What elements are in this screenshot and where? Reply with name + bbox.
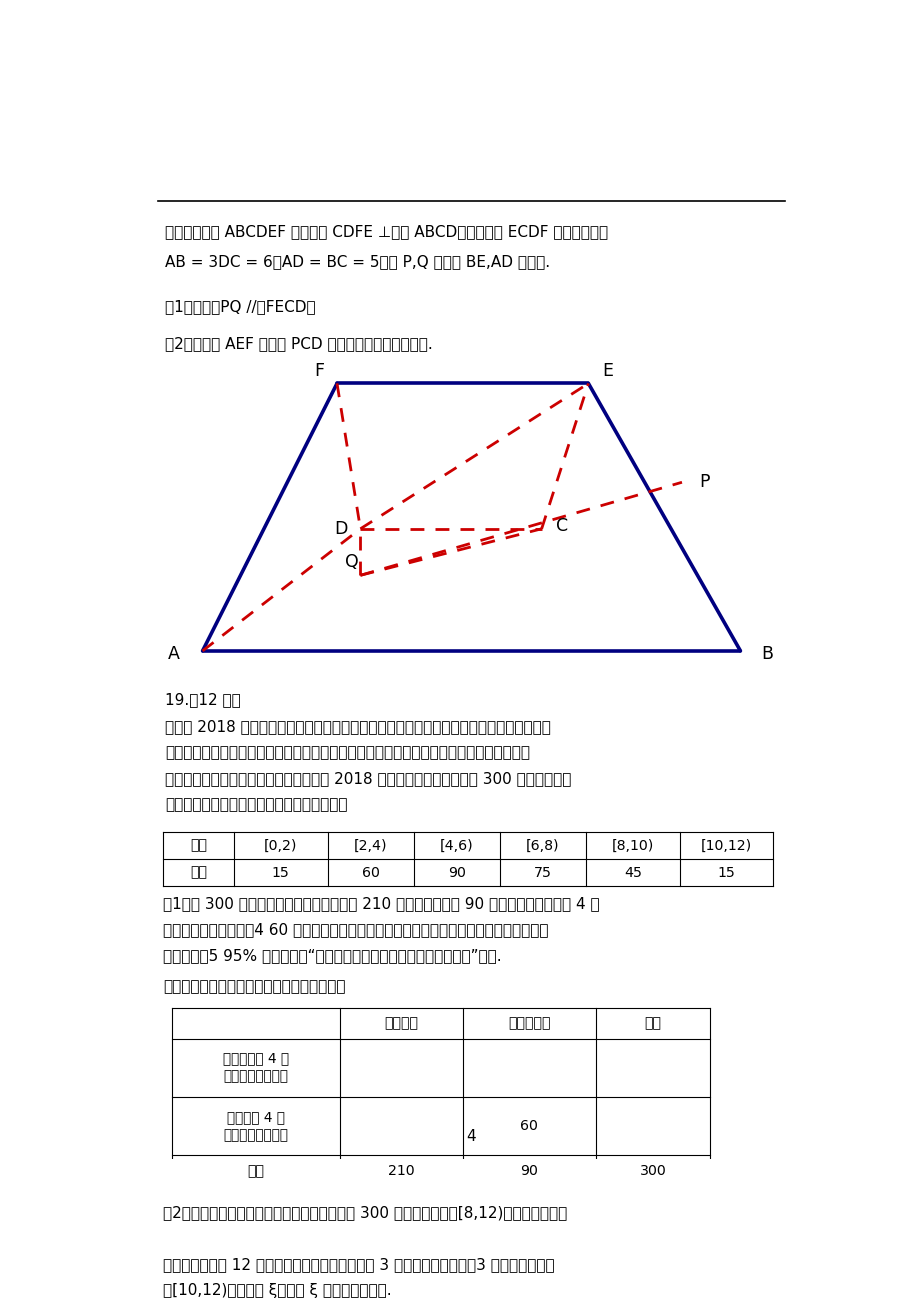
Text: 的人员里非流动人员有4 60 人，请完成办理社保手续所需时间与是否流动人员的列联表，并: 的人员里非流动人员有4 60 人，请完成办理社保手续所需时间与是否流动人员的列联… xyxy=(164,922,549,937)
Text: 办理社保手续所需: 办理社保手续所需 xyxy=(223,1128,289,1142)
Text: 45: 45 xyxy=(623,866,641,880)
Text: D: D xyxy=(334,519,346,538)
Text: 分层抽样，抜取 12 名流动人员召开座谈会，其中 3 人要求交书面材料，3 人中办理的时间: 分层抽样，抜取 12 名流动人员召开座谈会，其中 3 人要求交书面材料，3 人中… xyxy=(164,1258,554,1272)
Text: [2,4): [2,4) xyxy=(354,838,387,853)
Text: [0,2): [0,2) xyxy=(264,838,297,853)
Text: 时间不超过 4 天: 时间不超过 4 天 xyxy=(222,1052,289,1065)
Text: 人数: 人数 xyxy=(190,866,207,880)
Text: （2）为了改进工作作风，提高效率，从抜取的 300 人中办理时间为[8,12)流动人员中利用: （2）为了改进工作作风，提高效率，从抜取的 300 人中办理时间为[8,12)流… xyxy=(164,1204,567,1220)
Text: 流动人员: 流动人员 xyxy=(384,1017,418,1031)
Text: AB = 3DC = 6，AD = BC = 5，点 P,Q 分别是 BE,AD 的中点.: AB = 3DC = 6，AD = BC = 5，点 P,Q 分别是 BE,AD… xyxy=(165,254,550,270)
Text: 19.（12 分）: 19.（12 分） xyxy=(165,693,241,707)
Text: 理手续所需时间（天）与人数的频数分布表：: 理手续所需时间（天）与人数的频数分布表： xyxy=(165,797,347,812)
Text: [8,10): [8,10) xyxy=(611,838,653,853)
Text: 办理社保手续所需: 办理社保手续所需 xyxy=(223,1070,289,1083)
Text: 75: 75 xyxy=(533,866,551,880)
Text: 300: 300 xyxy=(640,1164,666,1178)
Text: 时间: 时间 xyxy=(190,838,207,853)
Text: 时间超过 4 天: 时间超过 4 天 xyxy=(227,1109,285,1124)
Text: 总计: 总计 xyxy=(644,1017,661,1031)
Text: [4,6): [4,6) xyxy=(439,838,473,853)
Text: （1）若 300 名办理社保的人员中流动人员 210 人，非流动人员 90 人，若办理时间超过 4 天: （1）若 300 名办理社保的人员中流动人员 210 人，非流动人员 90 人，… xyxy=(164,896,599,911)
Text: 续往往比较繁琐，费时费力，成为群众反映突出的一大难点痛点。社保改革后将简化手续，: 续往往比较繁琐，费时费力，成为群众反映突出的一大难点痛点。社保改革后将简化手续， xyxy=(165,745,529,760)
Text: B: B xyxy=(761,644,773,663)
Text: 15: 15 xyxy=(717,866,734,880)
Text: （1）求证：PQ //面FECD；: （1）求证：PQ //面FECD； xyxy=(165,299,315,315)
Text: 已知在多面体 ABCDEF 中，平面 CDFE ⊥平面 ABCD，且四边形 ECDF 为正方形，且: 已知在多面体 ABCDEF 中，平面 CDFE ⊥平面 ABCD，且四边形 EC… xyxy=(165,224,607,240)
Text: 深得流动就业人员的赞誉。某市社保局从 2018 年办理社保的人员中抜取 300 人，得到其办: 深得流动就业人员的赞誉。某市社保局从 2018 年办理社保的人员中抜取 300 … xyxy=(165,771,571,786)
Text: F: F xyxy=(314,362,323,380)
Text: P: P xyxy=(698,473,709,491)
Text: A: A xyxy=(168,644,180,663)
Text: 我国在 2018 年社保又出新的好消息，之前流动就业人员跨地区就业后，社保转移接续的手: 我国在 2018 年社保又出新的好消息，之前流动就业人员跨地区就业后，社保转移接… xyxy=(165,719,550,733)
Text: 90: 90 xyxy=(520,1164,538,1178)
Text: 4: 4 xyxy=(466,1129,476,1144)
Text: 60: 60 xyxy=(520,1118,538,1133)
Text: C: C xyxy=(555,517,567,535)
Text: 210: 210 xyxy=(388,1164,414,1178)
Text: （2）求平面 AEF 与平面 PCD 所成的锐二面角的余弦值.: （2）求平面 AEF 与平面 PCD 所成的锐二面角的余弦值. xyxy=(165,336,432,350)
Text: [6,8): [6,8) xyxy=(526,838,559,853)
Text: 为[10,12)的人数为 ξ，求出 ξ 分布列及期望值.: 为[10,12)的人数为 ξ，求出 ξ 分布列及期望值. xyxy=(164,1284,391,1298)
Text: 办理社保手续所需时间与是否流动人员列联表: 办理社保手续所需时间与是否流动人员列联表 xyxy=(164,979,346,995)
Text: [10,12): [10,12) xyxy=(700,838,751,853)
Text: 90: 90 xyxy=(448,866,465,880)
Text: 判断是否有5 95% 的把握认为“办理社保手续所需时间与是否流动人员”有关.: 判断是否有5 95% 的把握认为“办理社保手续所需时间与是否流动人员”有关. xyxy=(164,948,502,963)
Text: Q: Q xyxy=(345,553,358,572)
Text: 15: 15 xyxy=(272,866,289,880)
Text: 总计: 总计 xyxy=(247,1164,264,1178)
Text: 非流动人员: 非流动人员 xyxy=(507,1017,550,1031)
Text: 60: 60 xyxy=(361,866,380,880)
Text: E: E xyxy=(602,362,613,380)
